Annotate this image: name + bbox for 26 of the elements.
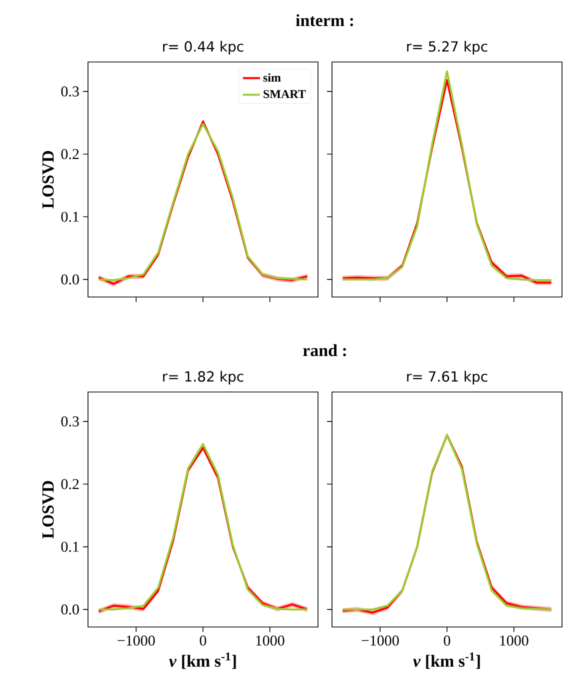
- y-tick-label: 0.3: [61, 416, 79, 427]
- x-tick-label: 1000: [256, 636, 284, 646]
- y-tick-label: 0.1: [61, 542, 79, 552]
- y-tick-label: 0.2: [61, 149, 79, 160]
- text: v [km s$^{-1}$]: [169, 652, 236, 669]
- y-tick-label: 0.0: [61, 604, 79, 615]
- y-tick-label: 0.1: [61, 212, 79, 222]
- legend-label: SMART: [264, 90, 306, 98]
- x-tick-label: −1000: [118, 636, 155, 646]
- y-tick-label: 0.0: [61, 274, 79, 285]
- text: interm :: [296, 14, 353, 26]
- text: v [km s$^{-1}$]: [413, 652, 480, 669]
- legend-label: sim: [263, 73, 281, 82]
- x-tick-label: 0: [200, 636, 206, 646]
- y-tick-label: 0.2: [61, 479, 79, 490]
- chart-title: r= 5.27 kpc: [407, 40, 488, 54]
- x-tick-label: −1000: [362, 636, 399, 646]
- y-axis-title: LOSVD: [42, 481, 54, 538]
- chart-title: r= 7.61 kpc: [407, 370, 488, 384]
- x-tick-label: 1000: [500, 636, 528, 646]
- chart-title: r= 1.82 kpc: [163, 370, 244, 384]
- text: rand :: [303, 344, 346, 356]
- x-tick-label: 0: [444, 636, 450, 646]
- y-axis-title: LOSVD: [42, 151, 54, 208]
- y-tick-label: 0.3: [61, 86, 79, 97]
- chart-title: r= 0.44 kpc: [163, 40, 244, 54]
